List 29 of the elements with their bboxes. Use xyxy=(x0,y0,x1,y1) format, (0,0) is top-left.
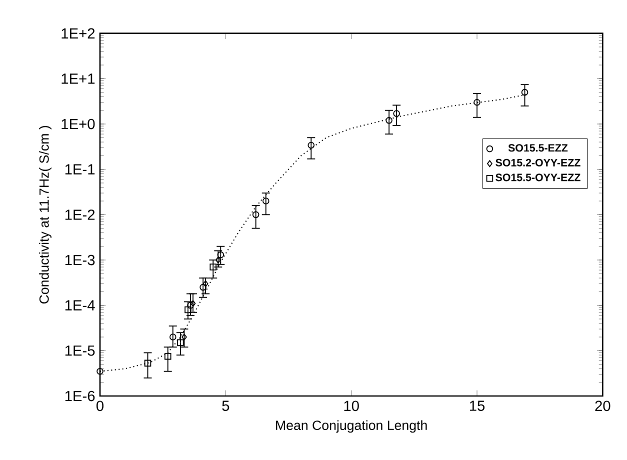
y-tick-label: 1E-6 xyxy=(65,390,95,402)
point xyxy=(164,352,172,360)
y-tick-label: 1E+1 xyxy=(62,74,95,84)
x-tick-label: 10 xyxy=(344,400,359,412)
point xyxy=(521,88,528,96)
x-axis-title: Mean Conjugation Length xyxy=(276,420,427,433)
point xyxy=(144,360,152,367)
point xyxy=(210,264,217,270)
y-tick-label: 1E-1 xyxy=(65,164,95,174)
x-tick-label: 20 xyxy=(595,400,610,412)
y-tick-label: 1E-4 xyxy=(65,300,95,310)
point xyxy=(184,306,192,314)
y-tick-label: 1E-3 xyxy=(65,254,95,266)
point xyxy=(169,334,176,340)
x-tick-label: 0 xyxy=(96,400,104,412)
y-tick-label: 1E+2 xyxy=(62,28,95,38)
point xyxy=(96,368,104,375)
x-tick-label: 5 xyxy=(222,400,230,411)
y-tick-label: 1E+0 xyxy=(62,118,95,130)
legend-label: SO15.5-OYY-EZZ xyxy=(496,174,580,182)
point xyxy=(215,256,221,264)
y-tick-label: 1E-2 xyxy=(65,210,95,220)
legend-label: SO15.2-OYY-EZZ xyxy=(496,158,580,166)
y-axis-title: Conductivity at 11.7Hz( S/cm ) xyxy=(39,126,52,304)
x-tick-label: 15 xyxy=(470,400,485,411)
legend-label: SO15.5-EZZ xyxy=(508,144,568,152)
point xyxy=(200,284,206,291)
point xyxy=(262,198,270,204)
y-tick-label: 1E-5 xyxy=(65,346,95,356)
